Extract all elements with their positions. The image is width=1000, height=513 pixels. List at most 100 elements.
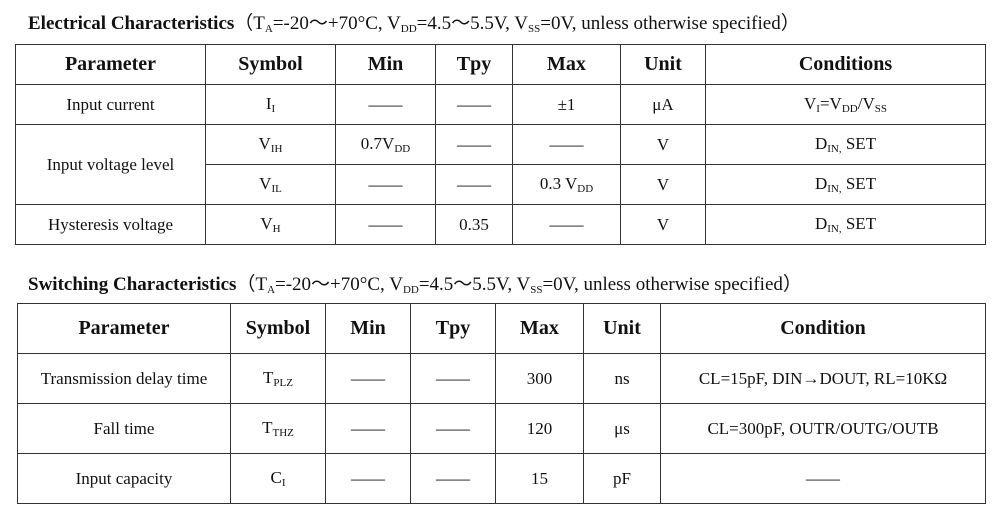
subscript: DD bbox=[577, 183, 594, 195]
cell: —— bbox=[335, 84, 436, 125]
cell: —— bbox=[410, 403, 496, 454]
cell: Input voltage level bbox=[15, 124, 206, 205]
cell: 0.3 VDD bbox=[512, 164, 621, 205]
cell: 300 bbox=[495, 353, 584, 404]
subscript: IH bbox=[270, 143, 283, 155]
cell: Transmission delay time bbox=[17, 353, 231, 404]
text-part: 0.7V bbox=[360, 134, 395, 153]
cell: —— bbox=[660, 453, 986, 504]
cell: —— bbox=[435, 84, 513, 125]
text-part: D bbox=[814, 174, 828, 193]
cell: —— bbox=[410, 353, 496, 404]
cell: —— bbox=[325, 353, 411, 404]
header-cell: Max bbox=[495, 303, 584, 354]
cell: VIL bbox=[205, 164, 336, 205]
cell: V bbox=[620, 164, 706, 205]
title-conditions: （TA=-20～+70°C, VDD=4.5～5.5V, VSS=0V, unl… bbox=[236, 274, 802, 296]
electrical-table: Parameter Symbol Min Tpy Max Unit Conditions In… bbox=[15, 44, 986, 245]
header-cell: Symbol bbox=[205, 44, 336, 85]
section-title: Electrical Characteristics（TA=-20～+70°C,… bbox=[28, 8, 800, 35]
cell: ns bbox=[583, 353, 661, 404]
cell: VI=VDD/VSS bbox=[705, 84, 986, 125]
subscript: A bbox=[264, 23, 273, 35]
cell: CL=15pF, DIN→DOUT, RL=10KΩ bbox=[660, 353, 986, 404]
subscript: SS bbox=[874, 103, 887, 115]
section-title: Switching Characteristics（TA=-20～+70°C, … bbox=[28, 269, 802, 296]
subscript: SS bbox=[528, 23, 541, 35]
cell: 0.7VDD bbox=[335, 124, 436, 165]
text-part: SET bbox=[841, 174, 877, 193]
text-part: =V bbox=[819, 94, 842, 113]
cell: V bbox=[620, 204, 706, 245]
text-part: =4.5～5.5V, V bbox=[418, 274, 531, 295]
switching-table: Parameter Symbol Min Tpy Max Unit Condition Tra… bbox=[17, 303, 986, 504]
text-part: SET bbox=[841, 214, 877, 233]
row: Hysteresis voltage VH —— 0.35 —— V DIN, SET bbox=[15, 204, 986, 245]
cell: —— bbox=[325, 453, 411, 504]
subscript: IN, bbox=[827, 223, 842, 235]
header-row: Parameter Symbol Min Tpy Max Unit Conditions bbox=[15, 44, 986, 85]
subscript: IN, bbox=[827, 143, 842, 155]
header-cell: Unit bbox=[620, 44, 706, 85]
subscript: SS bbox=[530, 284, 543, 296]
header-cell: Tpy bbox=[435, 44, 513, 85]
text-part: D bbox=[814, 134, 828, 153]
header-cell: Parameter bbox=[15, 44, 206, 85]
subscript: DD bbox=[394, 143, 411, 155]
row: Input voltage level VIH 0.7VDD —— —— V DIN, SE… bbox=[15, 124, 986, 205]
cell: DIN, SET bbox=[705, 204, 986, 245]
cell: Fall time bbox=[17, 403, 231, 454]
cell: —— bbox=[410, 453, 496, 504]
subscript: H bbox=[272, 223, 281, 235]
text-part: V bbox=[804, 94, 817, 113]
cell: 0.35 bbox=[435, 204, 513, 245]
cell: pF bbox=[583, 453, 661, 504]
cell: μA bbox=[620, 84, 706, 125]
subscript: IL bbox=[271, 183, 282, 195]
text-part: SET bbox=[841, 134, 877, 153]
cell: —— bbox=[512, 204, 621, 245]
text-part: =0V, unless otherwise specified） bbox=[540, 13, 800, 34]
title-text: Electrical Characteristics bbox=[28, 13, 235, 34]
cell: —— bbox=[335, 164, 436, 205]
row: Input capacity CI —— —— 15 pF —— bbox=[17, 453, 986, 504]
cell: II bbox=[205, 84, 336, 125]
text-part: （T bbox=[234, 13, 265, 34]
text-part: D bbox=[814, 214, 828, 233]
cell: TPLZ bbox=[230, 353, 326, 404]
row: Fall time TTHZ —— —— 120 μs CL=300pF, OUTR/OUT… bbox=[17, 403, 986, 454]
text-part: T bbox=[263, 368, 274, 387]
subscript: I bbox=[816, 103, 820, 115]
text-part: C bbox=[270, 468, 282, 487]
header-cell: Max bbox=[512, 44, 621, 85]
subscript: IN, bbox=[827, 183, 842, 195]
cell: —— bbox=[512, 124, 621, 165]
header-cell: Min bbox=[335, 44, 436, 85]
cell: Input current bbox=[15, 84, 206, 125]
subscript: A bbox=[267, 284, 276, 296]
cell: ±1 bbox=[512, 84, 621, 125]
text-part: I bbox=[265, 94, 272, 113]
header-cell: Min bbox=[325, 303, 411, 354]
text-part: =0V, unless otherwise specified） bbox=[542, 274, 802, 295]
subscript: PLZ bbox=[273, 377, 293, 389]
cell: —— bbox=[335, 204, 436, 245]
subscript: THZ bbox=[272, 427, 294, 439]
header-row: Parameter Symbol Min Tpy Max Unit Condition bbox=[17, 303, 986, 354]
title-text: Switching Characteristics bbox=[28, 274, 237, 295]
header-cell: Tpy bbox=[410, 303, 496, 354]
cell: CL=300pF, OUTR/OUTG/OUTB bbox=[660, 403, 986, 454]
subscript: DD bbox=[400, 23, 417, 35]
subscript: I bbox=[271, 103, 276, 115]
text-part: V bbox=[258, 134, 271, 153]
cell: VIH bbox=[205, 124, 336, 165]
text-part: =-20～+70°C, V bbox=[272, 13, 401, 34]
text-part: =4.5～5.5V, V bbox=[416, 13, 529, 34]
cell: TTHZ bbox=[230, 403, 326, 454]
row: Transmission delay time TPLZ —— —— 300 ns CL=1… bbox=[17, 353, 986, 404]
header-cell: Conditions bbox=[705, 44, 986, 85]
cell: DIN, SET bbox=[705, 124, 986, 165]
cell: V bbox=[620, 124, 706, 165]
header-cell: Parameter bbox=[17, 303, 231, 354]
